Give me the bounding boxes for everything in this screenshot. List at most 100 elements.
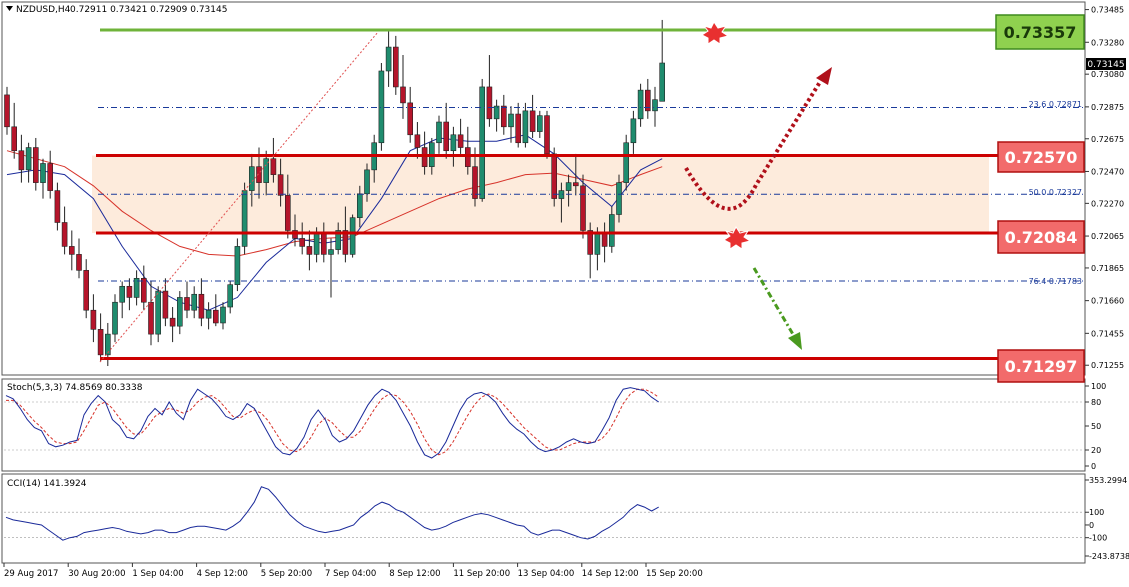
candle: [464, 126, 471, 175]
time-tick-label: 11 Sep 20:00: [453, 569, 510, 579]
candle-body: [97, 329, 104, 356]
candle: [155, 286, 161, 343]
candle: [421, 131, 428, 175]
candles: [4, 19, 666, 367]
breakout-burst-icon: [701, 21, 730, 45]
candle: [61, 206, 68, 255]
candle: [284, 174, 291, 239]
candle-body: [177, 297, 183, 327]
candle-body: [270, 158, 277, 175]
candle-body: [220, 306, 226, 324]
candle-body: [421, 147, 428, 167]
candle: [25, 142, 32, 183]
candle-body: [155, 290, 161, 335]
candle-body: [486, 86, 493, 120]
candle-body: [320, 233, 327, 255]
candle-body: [659, 62, 666, 102]
price-tick-label: 0.73280: [1091, 38, 1124, 47]
stoch-tick-label: 50: [1091, 422, 1101, 431]
candle: [18, 134, 25, 183]
time-tick-label: 14 Sep 12:00: [582, 569, 639, 579]
candle: [515, 102, 522, 148]
candle-body: [385, 46, 392, 72]
candle: [479, 78, 486, 202]
current-price-label: 0.73145: [1087, 60, 1124, 70]
candle: [270, 137, 277, 183]
candle-body: [32, 147, 39, 183]
candle: [177, 291, 183, 335]
candle: [126, 278, 133, 311]
price-tick-label: 0.71865: [1091, 264, 1124, 273]
candle-body: [205, 309, 212, 319]
candle-body: [25, 147, 32, 171]
candle: [385, 31, 392, 87]
stochastic-lines: 100 80 50 20 0: [4, 382, 1106, 471]
candle: [500, 94, 507, 135]
candle-body: [565, 182, 572, 191]
candle-body: [637, 89, 644, 120]
candle-body: [40, 163, 46, 183]
candle: [249, 153, 255, 207]
candle: [205, 302, 212, 330]
candle-body: [213, 309, 219, 324]
candle-body: [522, 110, 529, 144]
candle: [616, 174, 622, 223]
level-label-box-zone-top: [997, 141, 1085, 173]
candle-body: [580, 185, 586, 231]
level-label-support: 0.71297: [1005, 357, 1078, 376]
candle-body: [61, 222, 68, 247]
candle: [508, 106, 514, 143]
candle-body: [587, 230, 594, 255]
candle-body: [47, 163, 54, 191]
candle-body: [184, 297, 190, 311]
price-tick-label: 0.73485: [1091, 6, 1124, 15]
candle-body: [630, 118, 637, 144]
candle-body: [11, 126, 17, 152]
candle: [472, 147, 478, 207]
candle: [349, 214, 356, 258]
candle: [306, 230, 313, 271]
candle-body: [234, 246, 241, 285]
cci-main-line: [5, 486, 659, 541]
candle: [97, 313, 104, 362]
candle: [572, 153, 579, 196]
candle-body: [162, 290, 169, 319]
candle-body: [464, 147, 471, 167]
cci-tick-label: -243.8738: [1089, 552, 1129, 561]
candle-body: [601, 233, 608, 247]
stoch-tick-label: 0: [1091, 462, 1096, 471]
candle-body: [299, 238, 306, 247]
candle: [227, 281, 233, 314]
candle-body: [493, 105, 500, 120]
candle: [544, 110, 550, 159]
candle-body: [616, 182, 622, 215]
level-label-box-resistance: [995, 14, 1085, 50]
candle-body: [54, 190, 61, 223]
candle-body: [536, 115, 543, 132]
candle-body: [558, 190, 565, 199]
forecast-down-path: [752, 267, 796, 337]
candle: [83, 259, 89, 319]
candle-body: [241, 190, 248, 247]
candle: [191, 286, 197, 319]
candle-body: [450, 134, 457, 152]
candle-body: [400, 86, 406, 104]
candle-body: [76, 254, 82, 271]
level-label-zone-top: 0.72570: [1005, 148, 1078, 167]
candle: [637, 83, 644, 127]
candle-body: [277, 174, 284, 196]
candle: [328, 238, 334, 298]
candle-body: [105, 333, 111, 356]
ohlc-readout: 0.72911 0.73421 0.72909 0.73145: [70, 5, 227, 15]
candle: [234, 238, 241, 292]
candle: [169, 307, 176, 343]
fib-label-50: 50.0 0.72327: [1029, 188, 1082, 197]
current-price-tag: [1086, 58, 1126, 70]
candle: [11, 102, 17, 159]
candle-body: [83, 270, 89, 311]
candle: [551, 147, 558, 207]
stoch-tick-label: 80: [1091, 398, 1101, 407]
price-tick-label: 0.73080: [1091, 70, 1124, 79]
time-tick-label: 1 Sep 04:00: [132, 569, 183, 579]
dropdown-icon[interactable]: [6, 6, 13, 11]
